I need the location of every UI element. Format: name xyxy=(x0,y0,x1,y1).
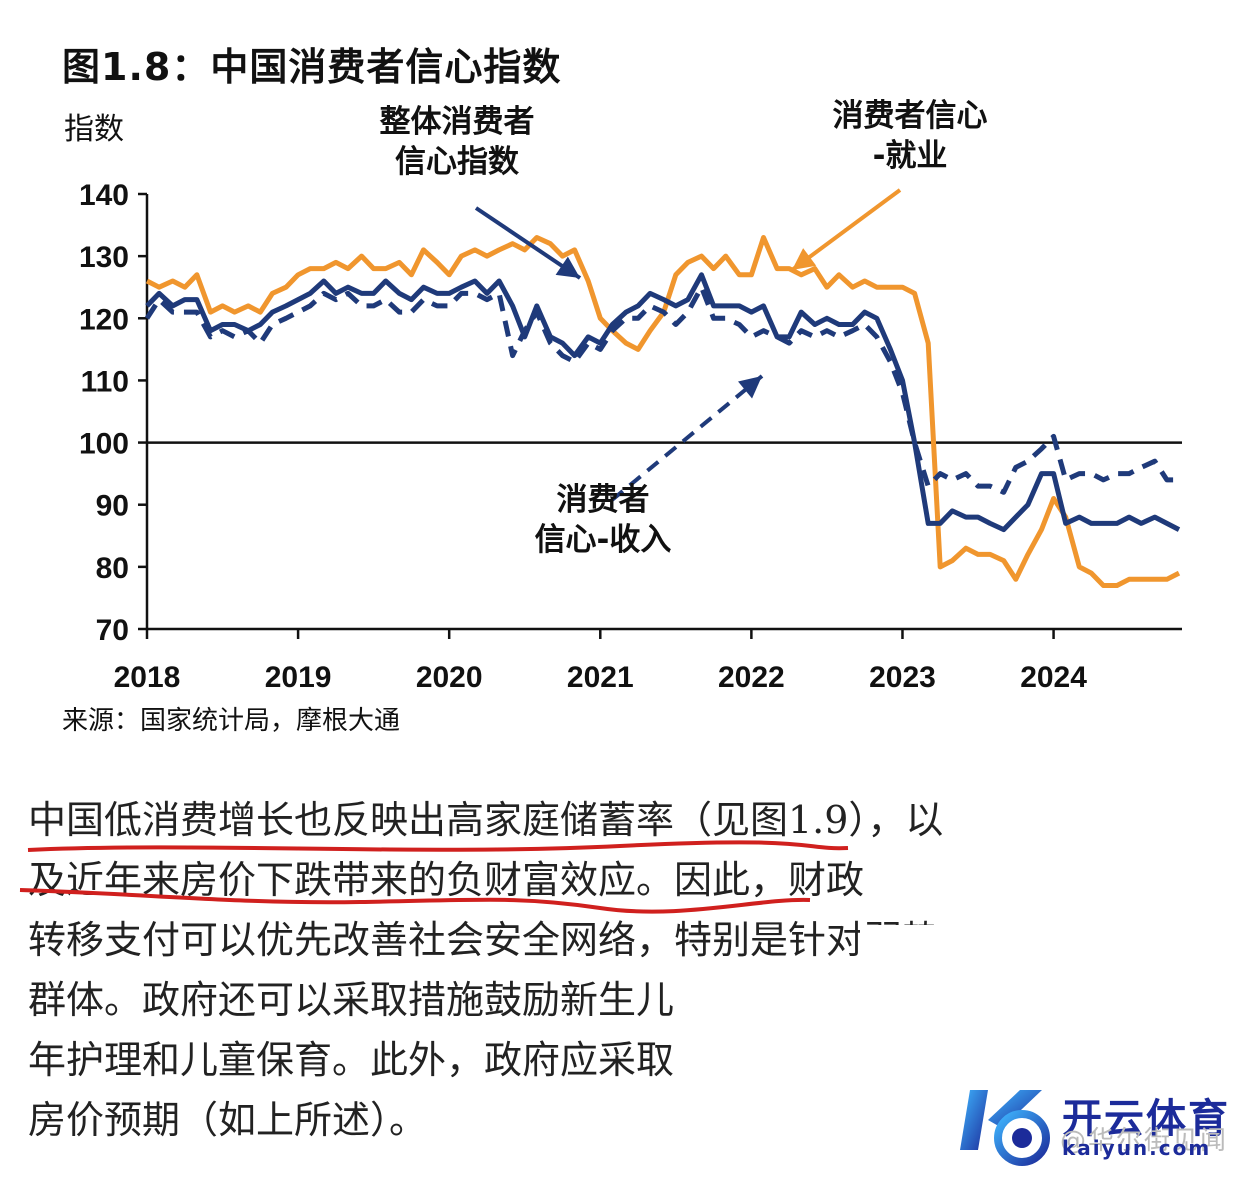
arrow-income-head xyxy=(738,376,762,399)
body-line-1: 中国低消费增长也反映出高家庭储蓄率（见图1.9），以 xyxy=(28,798,944,842)
x-tick-label: 2022 xyxy=(718,661,785,694)
watermark: @华尔街见闻 xyxy=(1060,1126,1229,1156)
annotation-income-line2: 信心-收入 xyxy=(534,522,672,558)
annotation-employment-line2: -就业 xyxy=(872,138,948,174)
y-tick-label: 80 xyxy=(96,552,129,585)
y-tick-label: 110 xyxy=(81,365,129,398)
redacted-area xyxy=(860,925,1242,1105)
brand-logo xyxy=(950,1080,1240,1170)
kaiyun-logo-icon xyxy=(960,1090,1050,1166)
brand-name: 开云体育 xyxy=(1062,1096,1230,1142)
annotation-overall-line2: 信心指数 xyxy=(395,144,519,180)
y-axis-label: 指数 xyxy=(64,112,124,147)
series-line-income xyxy=(144,284,1179,495)
x-tick-label: 2024 xyxy=(1020,661,1087,694)
x-tick-label: 2018 xyxy=(114,661,181,694)
body-line-5: 年护理和儿童保育。此外，政府应采取 xyxy=(28,1038,675,1082)
y-tick-label: 100 xyxy=(79,428,129,461)
x-tick-label: 2021 xyxy=(567,661,634,694)
arrow-employment-head xyxy=(792,248,817,270)
y-axis: 140 130 120 110 100 90 80 70 xyxy=(79,179,149,647)
arrow-overall-head xyxy=(555,256,580,278)
annotation-overall-line1: 整体消费者 xyxy=(379,104,535,140)
y-tick-label: 140 xyxy=(79,179,129,212)
arrow-income xyxy=(610,374,764,502)
y-tick-label: 70 xyxy=(96,614,129,647)
arrow-employment xyxy=(790,188,902,272)
chart-title: 图1.8：中国消费者信心指数 xyxy=(62,45,562,89)
annotation-arrows xyxy=(474,188,902,502)
annotation-income: 消费者 信心-收入 xyxy=(508,480,698,560)
x-tick-label: 2020 xyxy=(416,661,483,694)
body-line-2: 及近年来房价下跌带来的负财富效应。因此，财政 xyxy=(28,858,865,902)
body-line-4: 群体。政府还可以采取措施鼓励新生儿 xyxy=(28,978,675,1022)
series-layer xyxy=(144,235,1181,588)
body-line-3: 转移支付可以优先改善社会安全网络，特别是针对弱势 xyxy=(28,918,941,962)
x-tick-label: 2019 xyxy=(265,661,332,694)
annotation-employment: 消费者信心 -就业 xyxy=(800,96,1020,176)
series-line-overall xyxy=(145,272,1181,533)
x-tick-label: 2023 xyxy=(869,661,936,694)
brand-url: kaiyun.com xyxy=(1062,1136,1212,1160)
annotation-employment-line1: 消费者信心 xyxy=(832,98,988,134)
y-tick-label: 130 xyxy=(79,241,129,274)
body-line-6: 房价预期（如上所述）。 xyxy=(28,1098,428,1142)
annotation-income-line1: 消费者 xyxy=(556,482,650,518)
y-tick-label: 90 xyxy=(96,490,129,523)
x-axis: 2018 2019 2020 2021 2022 2023 2024 xyxy=(114,441,1182,694)
body-paragraph: 中国低消费增长也反映出高家庭储蓄率（见图1.9），以 及近年来房价下跌带来的负财… xyxy=(28,790,1228,1150)
chart-source: 来源：国家统计局，摩根大通 xyxy=(62,706,401,736)
annotation-overall: 整体消费者 信心指数 xyxy=(352,102,562,182)
y-tick-label: 120 xyxy=(79,303,129,336)
